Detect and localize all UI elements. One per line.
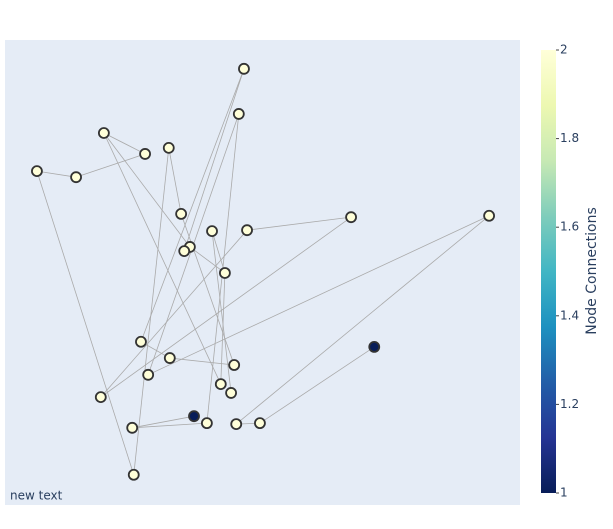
edge: [211, 230, 226, 274]
colorbar-tick-label: 1.6: [560, 220, 579, 234]
node: [97, 127, 110, 139]
node: [175, 208, 188, 220]
edge: [133, 147, 170, 475]
colorbar-tick-label: 1.8: [560, 131, 579, 145]
node: [368, 340, 381, 353]
node: [162, 141, 175, 154]
edge: [235, 215, 490, 425]
edge: [100, 216, 352, 398]
edge: [75, 153, 146, 178]
node: [238, 62, 250, 75]
edge: [103, 132, 146, 155]
colorbar-tick-label: 2: [560, 43, 568, 57]
edge: [103, 132, 191, 248]
node: [163, 352, 176, 364]
edge: [132, 422, 207, 429]
edge: [169, 357, 235, 366]
node: [31, 165, 43, 178]
edge: [220, 272, 226, 385]
node: [206, 225, 218, 238]
plot-area: [5, 40, 520, 505]
annotation: new text: [10, 489, 63, 503]
edge: [189, 246, 226, 274]
node: [142, 368, 155, 381]
edge: [211, 231, 232, 393]
edge: [168, 147, 182, 214]
node: [70, 171, 82, 184]
node: [126, 421, 139, 434]
edge: [148, 215, 490, 376]
edge: [132, 415, 195, 429]
node: [254, 417, 266, 430]
node: [94, 391, 107, 404]
node: [127, 468, 140, 481]
colorbar-tick-label: 1: [560, 486, 568, 500]
edge: [259, 346, 375, 424]
node: [188, 410, 200, 423]
edge: [103, 132, 222, 385]
node: [178, 245, 191, 258]
edge: [247, 216, 352, 231]
node: [200, 417, 213, 430]
node: [230, 418, 243, 430]
colorbar-tick-label: 1.4: [560, 308, 579, 322]
node: [345, 211, 357, 224]
node: [483, 209, 496, 222]
edge: [100, 229, 248, 398]
edge: [36, 171, 135, 475]
colorbar: [541, 50, 556, 493]
colorbar-tick-label: 1.2: [560, 397, 579, 411]
node: [228, 359, 241, 371]
node: [219, 267, 231, 279]
edge: [180, 213, 235, 366]
node: [135, 335, 147, 348]
node: [139, 148, 151, 160]
edge: [183, 68, 245, 252]
colorbar-title: Node Connections: [584, 207, 600, 335]
node: [232, 108, 245, 120]
edge: [140, 68, 245, 342]
node: [225, 387, 237, 399]
node: [214, 378, 227, 391]
edge: [36, 170, 77, 178]
node: [241, 224, 253, 237]
